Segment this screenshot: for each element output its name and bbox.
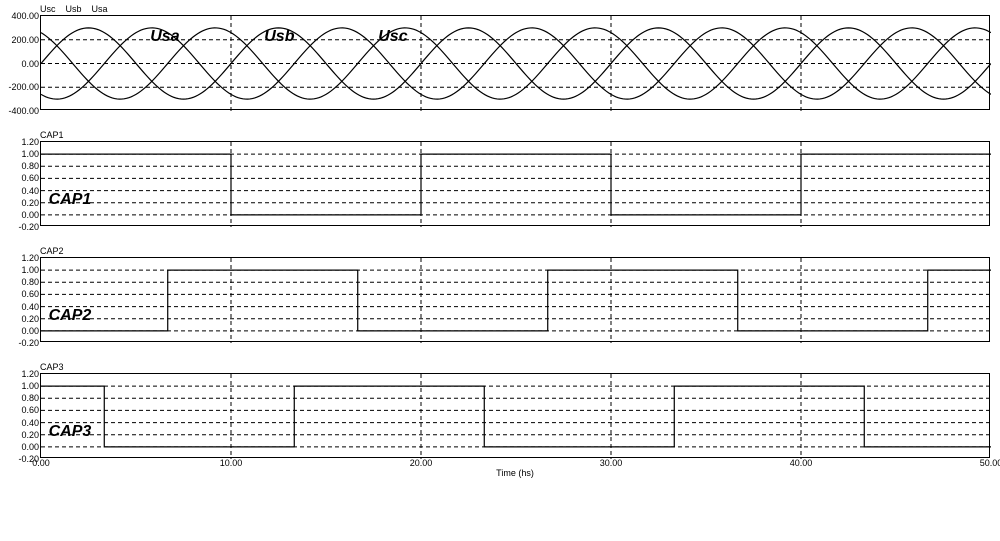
- legend-cap3: CAP3: [40, 362, 996, 372]
- legend-cap2: CAP2: [40, 246, 996, 256]
- ytick-label: 0.00: [21, 442, 41, 452]
- legend-item: Usc: [40, 4, 56, 14]
- ytick-label: 1.20: [21, 253, 41, 263]
- ytick-label: 0.40: [21, 418, 41, 428]
- ytick-label: 0.20: [21, 430, 41, 440]
- ytick-label: 0.40: [21, 186, 41, 196]
- legend-item: Usa: [92, 4, 108, 14]
- panel-cap2: CAP2-0.200.000.200.400.600.801.001.20CAP…: [4, 246, 996, 342]
- legend-item: CAP1: [40, 130, 64, 140]
- plot-voltages: -400.00-200.000.00200.00400.00UsaUsbUsc: [40, 15, 990, 110]
- xtick-label: 0.00: [32, 457, 50, 468]
- ytick-label: 0.00: [21, 326, 41, 336]
- panel-cap3: CAP3-0.200.000.200.400.600.801.001.20CAP…: [4, 362, 996, 458]
- xtick-label: 10.00: [220, 457, 243, 468]
- ytick-label: 1.20: [21, 137, 41, 147]
- ytick-label: 0.80: [21, 161, 41, 171]
- series-CAP2: [41, 270, 991, 331]
- legend-item: Usb: [66, 4, 82, 14]
- ytick-label: 0.60: [21, 173, 41, 183]
- xtick-label: 30.00: [600, 457, 623, 468]
- ytick-label: 0.80: [21, 393, 41, 403]
- xtick-label: 50.00: [980, 457, 1000, 468]
- ytick-label: 0.00: [21, 210, 41, 220]
- ytick-label: 1.20: [21, 369, 41, 379]
- plot-cap3: -0.200.000.200.400.600.801.001.20CAP30.0…: [40, 373, 990, 458]
- ytick-label: -200.00: [8, 82, 41, 92]
- ytick-label: -0.20: [18, 222, 41, 232]
- ytick-label: 1.00: [21, 265, 41, 275]
- panel-voltages: Usc Usb Usa-400.00-200.000.00200.00400.00U…: [4, 4, 996, 110]
- ytick-label: 0.60: [21, 405, 41, 415]
- figure: UscUsbUsa-400.00-200.000.00200.00400.00U…: [4, 4, 996, 478]
- legend-item: CAP3: [40, 362, 64, 372]
- ytick-label: 400.00: [11, 11, 41, 21]
- xtick-label: 40.00: [790, 457, 813, 468]
- xtick-label: 20.00: [410, 457, 433, 468]
- ytick-label: 0.00: [21, 59, 41, 69]
- plot-cap1: -0.200.000.200.400.600.801.001.20CAP1: [40, 141, 990, 226]
- series-CAP1: [41, 154, 991, 215]
- ytick-label: 0.60: [21, 289, 41, 299]
- legend-cap1: CAP1: [40, 130, 996, 140]
- legend-item: CAP2: [40, 246, 64, 256]
- x-axis-label: Time (hs): [40, 468, 990, 478]
- ytick-label: 1.00: [21, 149, 41, 159]
- ytick-label: 0.80: [21, 277, 41, 287]
- ytick-label: -400.00: [8, 106, 41, 116]
- ytick-label: 1.00: [21, 381, 41, 391]
- plot-cap2: -0.200.000.200.400.600.801.001.20CAP2: [40, 257, 990, 342]
- ytick-label: 200.00: [11, 35, 41, 45]
- legend-voltages: Usc Usb Usa: [40, 4, 996, 14]
- ytick-label: -0.20: [18, 338, 41, 348]
- series-CAP3: [41, 386, 991, 447]
- ytick-label: 0.20: [21, 198, 41, 208]
- ytick-label: 0.20: [21, 314, 41, 324]
- ytick-label: 0.40: [21, 302, 41, 312]
- panel-cap1: CAP1-0.200.000.200.400.600.801.001.20CAP…: [4, 130, 996, 226]
